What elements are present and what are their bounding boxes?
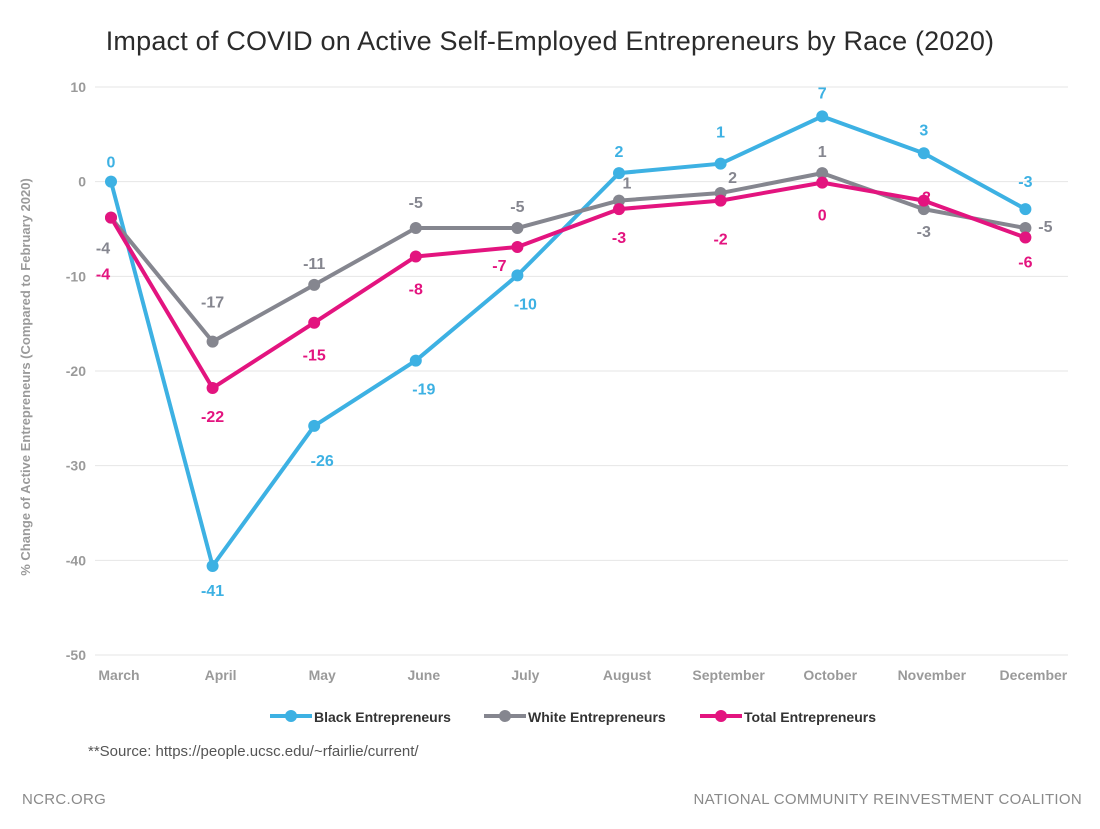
data-point — [206, 382, 219, 395]
y-tick-label: -10 — [66, 268, 86, 284]
data-point — [206, 335, 219, 348]
legend-marker — [499, 710, 511, 722]
x-axis: March April May June July August September Octo… — [98, 667, 1067, 683]
x-tick-label: July — [511, 667, 539, 683]
data-label: -5 — [510, 199, 524, 216]
data-label: 1 — [716, 125, 725, 142]
x-tick-label: May — [309, 667, 336, 683]
data-label: -15 — [303, 348, 326, 365]
data-label: 7 — [818, 85, 827, 102]
data-point — [409, 354, 422, 367]
data-label: -3 — [917, 224, 931, 241]
legend-marker — [715, 710, 727, 722]
data-point — [511, 240, 524, 253]
data-point — [1019, 203, 1032, 216]
data-point — [105, 211, 117, 224]
series-line-1 — [109, 171, 1026, 344]
source-note: **Source: https://people.ucsc.edu/~rfair… — [88, 743, 419, 760]
footer-site: NCRC.ORG — [22, 791, 107, 808]
x-tick-label: December — [1000, 667, 1068, 683]
data-label: -5 — [409, 195, 423, 212]
series-lines — [109, 114, 1027, 569]
y-tick-label: -50 — [66, 647, 86, 663]
data-label: 3 — [919, 122, 928, 139]
data-label: -10 — [514, 296, 537, 313]
data-label: -17 — [201, 295, 224, 312]
x-tick-label: September — [692, 667, 765, 683]
line-chart: 100-10-20-30-40-50% Change of Active Ent… — [18, 79, 1068, 725]
data-label: -41 — [201, 583, 224, 600]
x-tick-label: April — [205, 667, 237, 683]
y-axis: 10 0 -10 -20 -30 -40 -50 % Change of Active Ent… — [18, 79, 86, 663]
data-point — [105, 175, 117, 188]
data-point — [308, 278, 321, 291]
data-point — [1019, 231, 1032, 244]
data-point — [816, 176, 829, 189]
data-point — [714, 194, 727, 207]
y-tick-label: 0 — [78, 174, 86, 190]
data-label: 1 — [623, 176, 632, 193]
data-label: 1 — [818, 144, 827, 161]
data-label: -2 — [917, 190, 931, 207]
x-tick-label: August — [603, 667, 652, 683]
data-point — [206, 560, 219, 573]
data-labels: 0 -41 -26 -19 -10 2 1 7 3 -3 -4 -17 -11 -5 -5 1 2 1 -3 -5 -4… — [96, 85, 1053, 600]
data-point — [613, 203, 625, 216]
y-tick-label: 10 — [70, 79, 86, 95]
data-label: -4 — [96, 267, 110, 284]
data-label: -6 — [1018, 255, 1032, 272]
gridlines — [95, 86, 1068, 656]
y-axis-label: % Change of Active Entrepreneurs (Compar… — [18, 178, 33, 576]
data-label: -26 — [311, 453, 334, 470]
x-tick-label: November — [898, 667, 967, 683]
data-label: -3 — [1018, 174, 1032, 191]
legend: Black Entrepreneurs White Entrepreneurs To… — [270, 709, 876, 725]
data-point — [613, 167, 625, 180]
y-tick-label: -30 — [66, 458, 86, 474]
legend-label: Black Entrepreneurs — [314, 709, 451, 725]
x-tick-label: June — [407, 667, 440, 683]
data-point — [714, 157, 727, 170]
data-point — [816, 110, 829, 123]
data-label: 2 — [615, 144, 624, 161]
y-tick-label: -40 — [66, 552, 86, 568]
data-point — [613, 194, 625, 207]
series-line-2 — [109, 180, 1027, 391]
data-point — [308, 419, 321, 432]
data-label: -19 — [412, 382, 435, 399]
data-label: -7 — [492, 258, 506, 275]
data-point — [816, 167, 829, 180]
footer-organization: NATIONAL COMMUNITY REINVESTMENT COALITIO… — [693, 791, 1082, 808]
data-point — [409, 222, 422, 235]
series-points — [105, 110, 1032, 573]
series-line-0 — [109, 114, 1027, 569]
x-tick-label: October — [803, 667, 857, 683]
y-tick-label: -20 — [66, 363, 86, 379]
data-point — [917, 147, 930, 160]
data-point — [308, 316, 321, 329]
data-point — [511, 269, 524, 282]
legend-label: White Entrepreneurs — [528, 709, 666, 725]
data-label: -5 — [1038, 219, 1052, 236]
data-point — [409, 250, 422, 263]
x-tick-label: March — [98, 667, 139, 683]
data-point — [917, 203, 930, 216]
data-label: 2 — [728, 170, 737, 187]
data-label: -2 — [713, 232, 727, 249]
data-label: 0 — [107, 155, 116, 172]
data-point — [511, 222, 524, 235]
data-label: -8 — [409, 281, 423, 298]
legend-marker — [285, 710, 297, 722]
data-label: -22 — [201, 409, 224, 426]
chart-title: Impact of COVID on Active Self-Employed … — [105, 26, 995, 56]
data-label: -4 — [96, 241, 110, 258]
data-label: -11 — [303, 256, 325, 273]
data-point — [917, 194, 930, 207]
data-point — [1019, 222, 1032, 235]
legend-label: Total Entrepreneurs — [744, 709, 876, 725]
data-label: -3 — [612, 230, 626, 247]
data-label: 0 — [818, 208, 827, 225]
